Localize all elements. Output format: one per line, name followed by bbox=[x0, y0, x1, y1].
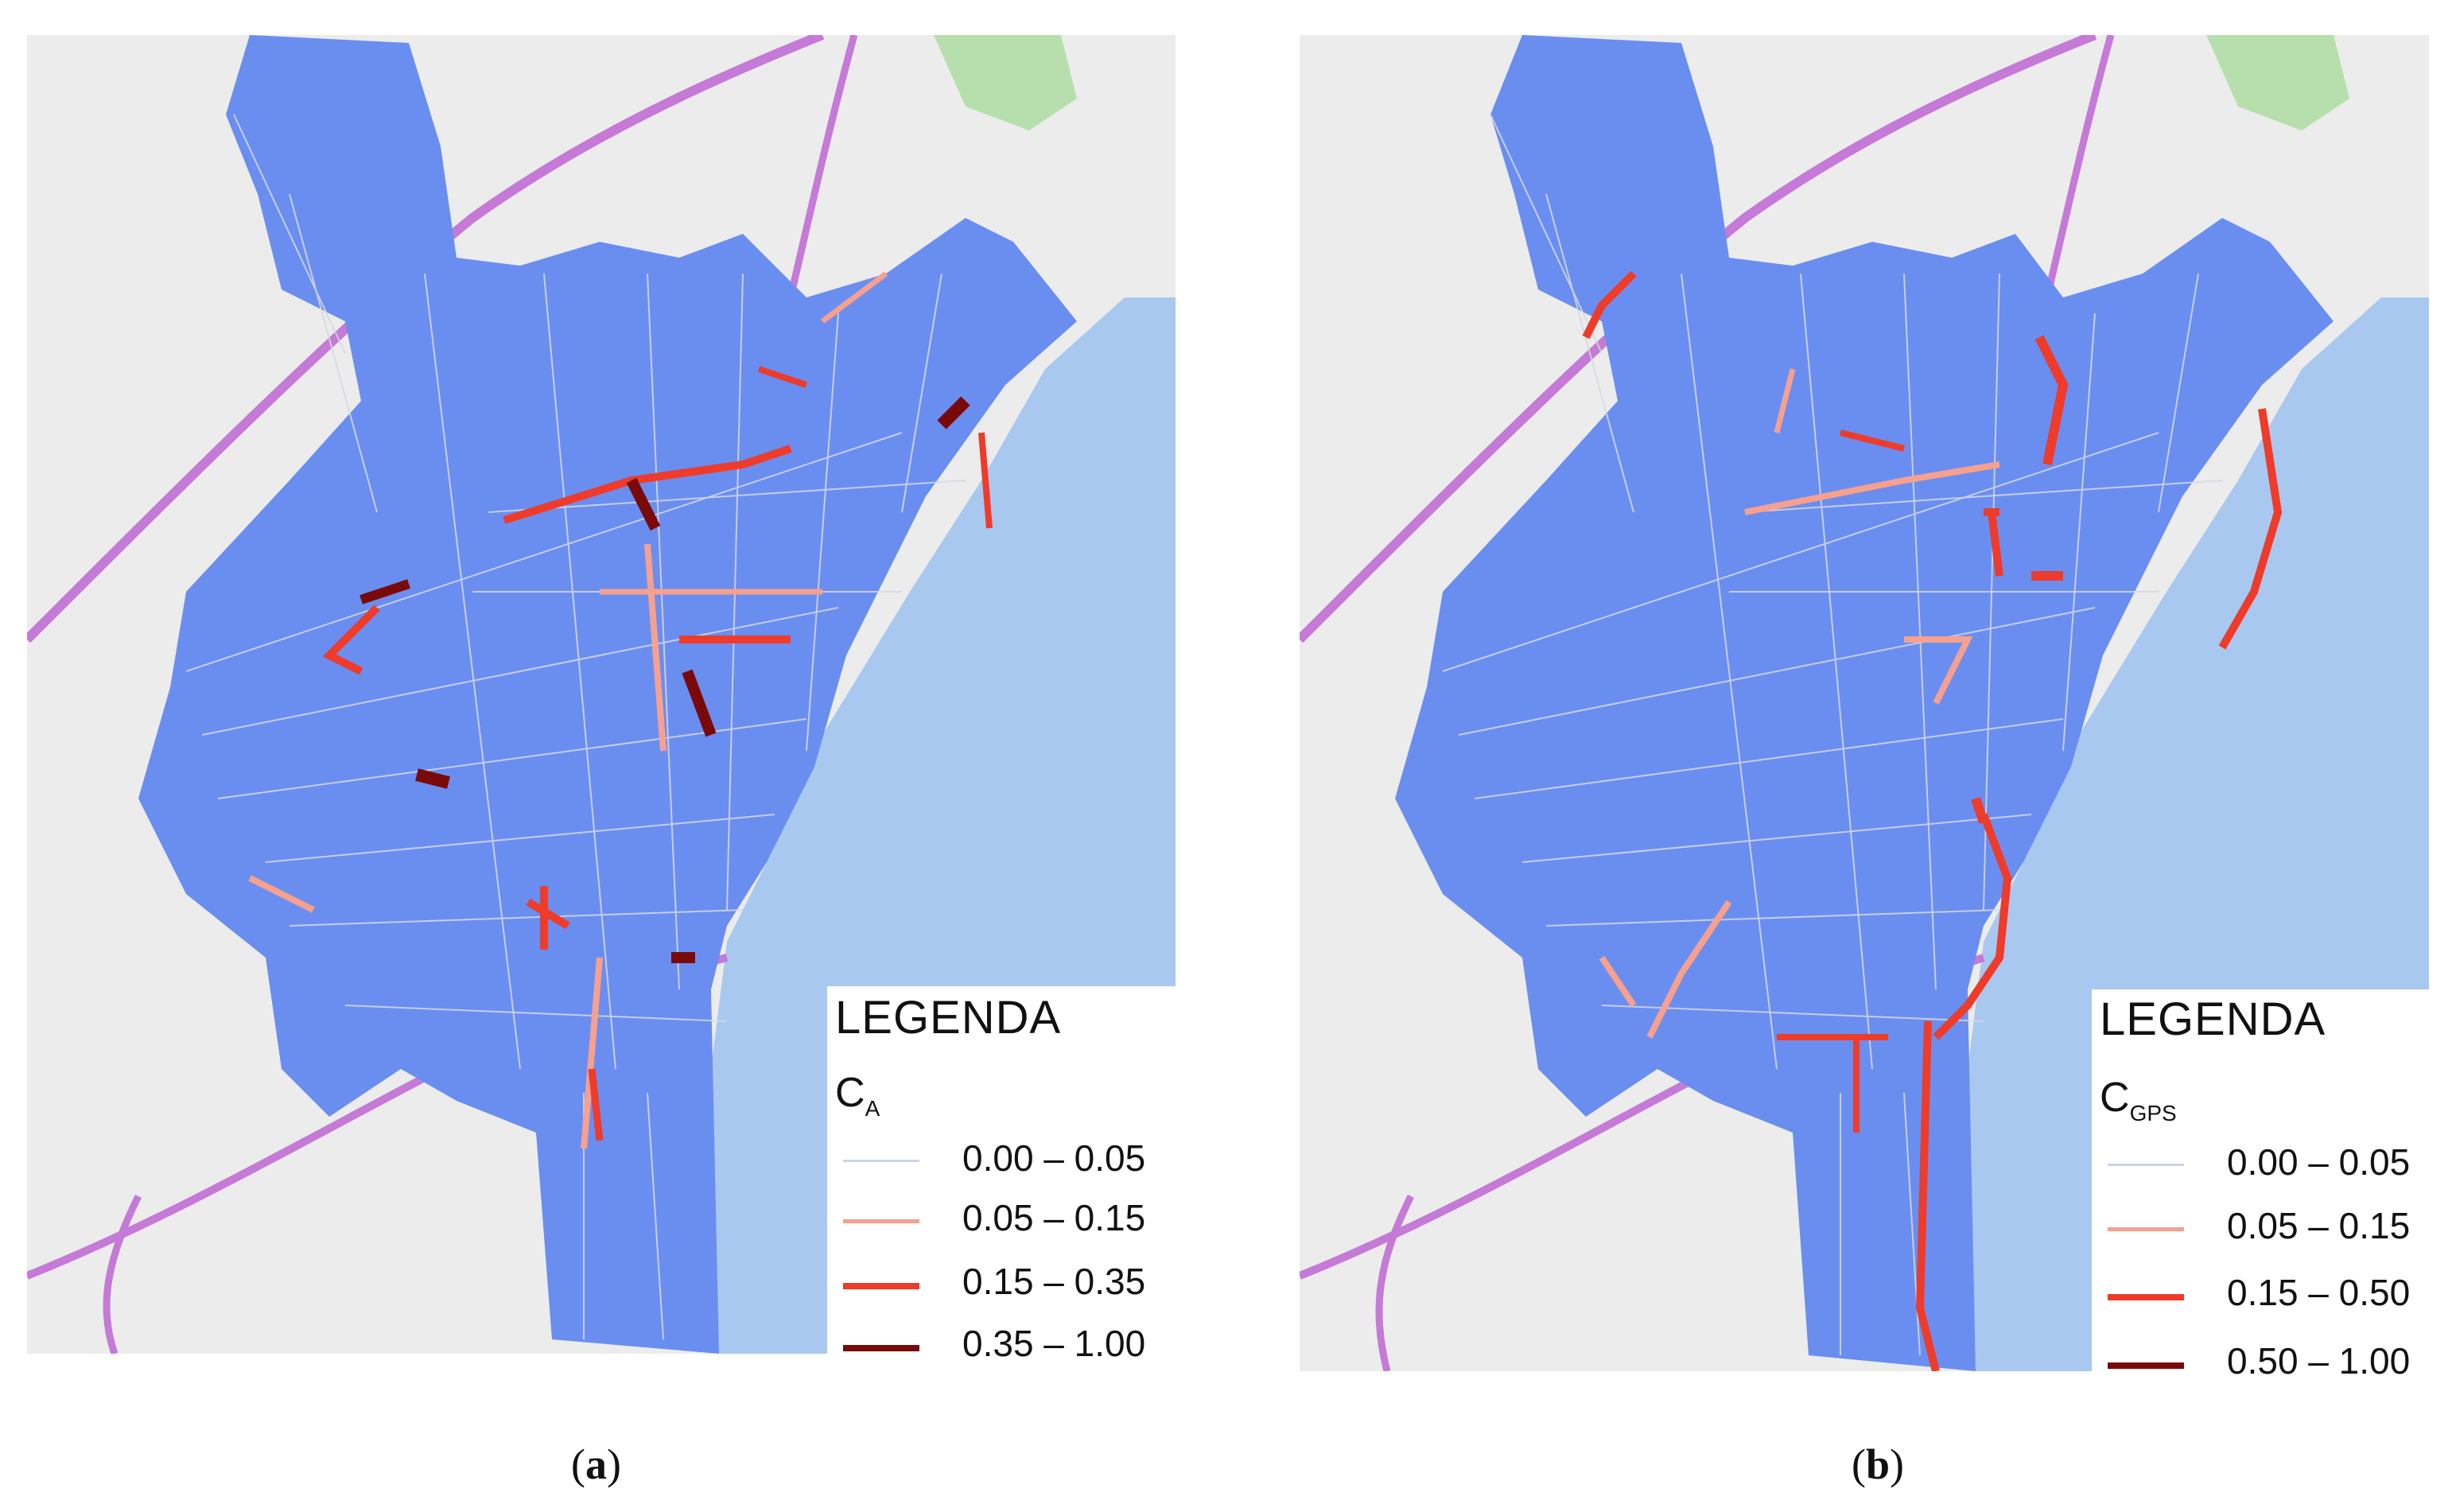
legend-class-2-b: 0.15 – 0.50 bbox=[2092, 1268, 2442, 1323]
legend-class-label: 0.50 – 1.00 bbox=[2227, 1340, 2411, 1382]
green-area-b bbox=[2206, 35, 2349, 130]
city-area-a bbox=[138, 35, 1077, 1354]
legend-b: LEGENDA CGPS 0.00 – 0.05 0.05 – 0.15 0.1… bbox=[2092, 989, 2456, 1382]
map-b-svg bbox=[1300, 35, 2429, 1371]
motorway-west-b bbox=[1375, 1194, 1415, 1371]
map-b bbox=[1300, 35, 2429, 1371]
legend-swatch bbox=[843, 1345, 919, 1351]
legend-class-label: 0.35 – 1.00 bbox=[962, 1323, 1146, 1364]
caption-a: (a) bbox=[571, 1440, 621, 1488]
legend-swatch bbox=[2108, 1362, 2184, 1369]
motorway-east-b bbox=[2043, 35, 2115, 299]
legend-class-1-a: 0.05 – 0.15 bbox=[827, 1193, 1177, 1249]
legend-class-0-a: 0.00 – 0.05 bbox=[827, 1133, 1177, 1189]
caption-b: (b) bbox=[1852, 1440, 1905, 1488]
legend-variable-a: CA bbox=[835, 1070, 880, 1121]
legend-variable-b: CGPS bbox=[2100, 1075, 2177, 1125]
legend-swatch bbox=[2108, 1294, 2184, 1300]
motorway-east-a bbox=[787, 35, 858, 299]
legend-swatch bbox=[2108, 1227, 2184, 1231]
legend-class-3-b: 0.50 – 1.00 bbox=[2092, 1336, 2442, 1392]
legend-class-1-b: 0.05 – 0.15 bbox=[2092, 1201, 2442, 1257]
green-area-a bbox=[934, 35, 1077, 130]
legend-class-2-a: 0.15 – 0.35 bbox=[827, 1257, 1177, 1312]
congestion-segments-a bbox=[248, 271, 993, 1149]
road-network-a bbox=[185, 114, 966, 1340]
legend-swatch bbox=[843, 1219, 919, 1223]
legend-class-label: 0.05 – 0.15 bbox=[962, 1197, 1146, 1238]
legend-title-b: LEGENDA bbox=[2100, 993, 2326, 1045]
legend-class-label: 0.00 – 0.05 bbox=[962, 1137, 1146, 1179]
legend-class-0-b: 0.00 – 0.05 bbox=[2092, 1137, 2442, 1193]
legend-class-label: 0.15 – 0.50 bbox=[2227, 1272, 2411, 1313]
legend-a: LEGENDA CA 0.00 – 0.05 0.05 – 0.15 0.15 … bbox=[827, 986, 1201, 1364]
legend-class-3-a: 0.35 – 1.00 bbox=[827, 1319, 1177, 1374]
legend-swatch bbox=[2108, 1164, 2184, 1166]
panel-b: LEGENDA CGPS 0.00 – 0.05 0.05 – 0.15 0.1… bbox=[1273, 0, 2456, 1512]
legend-class-label: 0.05 – 0.15 bbox=[2227, 1205, 2411, 1246]
legend-swatch bbox=[843, 1160, 919, 1162]
legend-class-label: 0.00 – 0.05 bbox=[2227, 1141, 2411, 1183]
legend-title-a: LEGENDA bbox=[835, 992, 1062, 1044]
city-area-b bbox=[1395, 35, 2334, 1371]
congestion-segments-b bbox=[1582, 270, 2283, 1371]
road-network-b bbox=[1442, 114, 2223, 1356]
legend-class-label: 0.15 – 0.35 bbox=[962, 1261, 1146, 1302]
legend-swatch bbox=[843, 1283, 919, 1289]
motorway-west-a bbox=[103, 1194, 142, 1354]
panel-a: LEGENDA CA 0.00 – 0.05 0.05 – 0.15 0.15 … bbox=[27, 35, 1201, 1488]
